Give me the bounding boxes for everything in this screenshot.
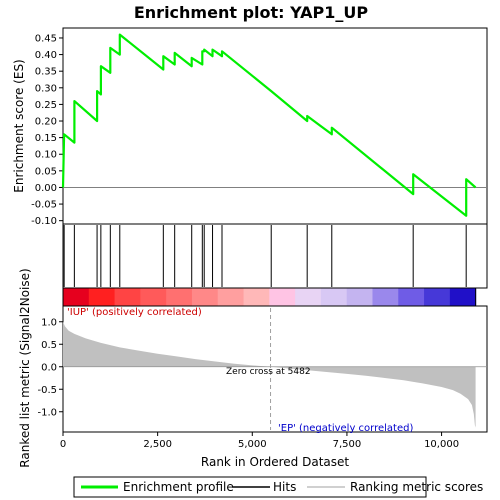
metric-y-tick-label: 0.5 xyxy=(41,340,57,351)
rank-heatbar xyxy=(62,287,477,307)
hit-marks xyxy=(63,225,467,287)
heatbar-segment xyxy=(63,288,90,306)
zero-cross-label: Zero cross at 5482 xyxy=(226,367,311,377)
chart-title: Enrichment plot: YAP1_UP xyxy=(134,3,369,22)
es-y-label: Enrichment score (ES) xyxy=(12,59,26,192)
es-y-tick-label: -0.10 xyxy=(31,216,57,227)
heatbar-frame xyxy=(62,287,477,307)
x-tick-label: 7,500 xyxy=(333,439,362,450)
metric-axis: -1.0 -0.5 0.0 0.5 1.0 xyxy=(37,317,63,418)
es-profile-line xyxy=(61,33,477,217)
es-y-tick-label: 0.00 xyxy=(35,183,57,194)
metric-fill xyxy=(63,321,476,428)
es-axis: -0.10 -0.05 0.00 0.05 0.10 0.15 0.20 0.25 0.30 0.… xyxy=(31,33,487,227)
es-y-tick-label: 0.05 xyxy=(35,166,57,177)
metric-area xyxy=(63,308,487,430)
legend-hits-label: Hits xyxy=(273,480,296,494)
heatbar-segment xyxy=(114,288,141,306)
heatbar-segment xyxy=(398,288,425,306)
heatbar-segment xyxy=(346,288,373,306)
legend: Enrichment profile Hits Ranking metric s… xyxy=(73,476,483,498)
x-tick-label: 2,500 xyxy=(143,439,172,450)
metric-y-label: Ranked list metric (Signal2Noise) xyxy=(18,268,32,467)
metric-y-tick-label: -1.0 xyxy=(37,407,57,418)
x-tick-label: 0 xyxy=(60,439,66,450)
heatbar-segment xyxy=(166,288,193,306)
es-y-tick-label: 0.40 xyxy=(35,50,57,61)
pos-correlated-label: 'IUP' (positively correlated) xyxy=(67,307,202,318)
es-y-tick-label: 0.25 xyxy=(35,100,57,111)
es-y-tick-label: 0.30 xyxy=(35,83,57,94)
es-y-tick-label: 0.15 xyxy=(35,133,57,144)
x-axis: 0 2,500 5,000 7,500 10,000 xyxy=(60,432,459,450)
neg-correlated-label: 'EP' (negatively correlated) xyxy=(278,423,413,434)
legend-metric-label: Ranking metric scores xyxy=(350,480,483,494)
heatbar-segment xyxy=(320,288,348,306)
metric-y-tick-label: -0.5 xyxy=(37,385,57,396)
metric-y-tick-label: 0.0 xyxy=(41,362,57,373)
heatbar-segment xyxy=(140,288,167,306)
es-y-tick-label: 0.10 xyxy=(35,150,57,161)
legend-es-label: Enrichment profile xyxy=(123,480,234,494)
metric-y-tick-label: 1.0 xyxy=(41,317,57,328)
heatbar-segment xyxy=(243,288,270,306)
heatbar-segment xyxy=(295,288,322,306)
es-y-tick-label: 0.35 xyxy=(35,67,57,78)
x-tick-label: 10,000 xyxy=(424,439,459,450)
heatbar-segment xyxy=(372,288,399,306)
es-y-tick-label: -0.05 xyxy=(31,200,57,211)
heatbar-segment xyxy=(88,288,116,306)
heatbar-segment xyxy=(191,288,219,306)
heatbar-segment xyxy=(269,288,296,306)
heatbar-segment xyxy=(449,288,477,306)
x-label: Rank in Ordered Dataset xyxy=(201,455,349,469)
x-tick-label: 5,000 xyxy=(238,439,267,450)
es-y-tick-label: 0.45 xyxy=(35,33,57,44)
heatbar-segment xyxy=(217,288,245,306)
es-profile xyxy=(61,33,477,217)
heatbar-segment xyxy=(424,288,451,306)
es-y-tick-label: 0.20 xyxy=(35,117,57,128)
